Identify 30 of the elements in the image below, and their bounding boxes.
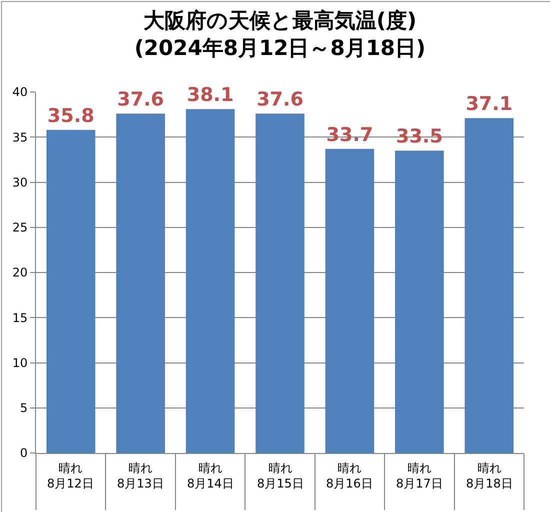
chart-subtitle: (2024年8月12日～8月18日): [134, 36, 426, 60]
y-tick-label: 10: [12, 356, 28, 370]
y-tick-label: 5: [20, 401, 28, 416]
y-tick-label: 35: [12, 130, 28, 144]
x-tick-label: 晴れ 8月18日: [466, 461, 513, 491]
y-tick-label: 0: [20, 446, 28, 460]
data-label: 37.6: [256, 88, 304, 111]
x-tick-label: 晴れ 8月12日: [47, 461, 94, 491]
y-tick-label: 40: [12, 85, 28, 100]
bar: [325, 148, 374, 453]
bar: [116, 114, 165, 453]
chart-title: 大阪府の天候と最高気温(度): [143, 8, 417, 33]
bar: [395, 150, 444, 453]
data-label: 37.1: [466, 93, 513, 116]
y-tick-label: 20: [12, 266, 28, 280]
x-tick-label: 晴れ 8月14日: [187, 461, 234, 491]
y-tick-label: 15: [12, 310, 28, 325]
data-label: 35.8: [47, 104, 94, 127]
bar: [46, 130, 96, 453]
bar: [256, 114, 304, 453]
bar: [464, 118, 514, 453]
data-label: 37.6: [117, 88, 164, 111]
y-tick-label: 25: [12, 220, 28, 235]
x-tick-label: 晴れ 8月13日: [117, 461, 164, 491]
x-tick-label: 晴れ 8月17日: [396, 461, 443, 491]
x-tick-label: 晴れ 8月16日: [326, 461, 373, 491]
x-tick-label: 晴れ 8月15日: [257, 461, 304, 491]
bar: [186, 109, 235, 453]
y-tick-label: 30: [12, 175, 28, 190]
data-label: 38.1: [186, 84, 234, 106]
